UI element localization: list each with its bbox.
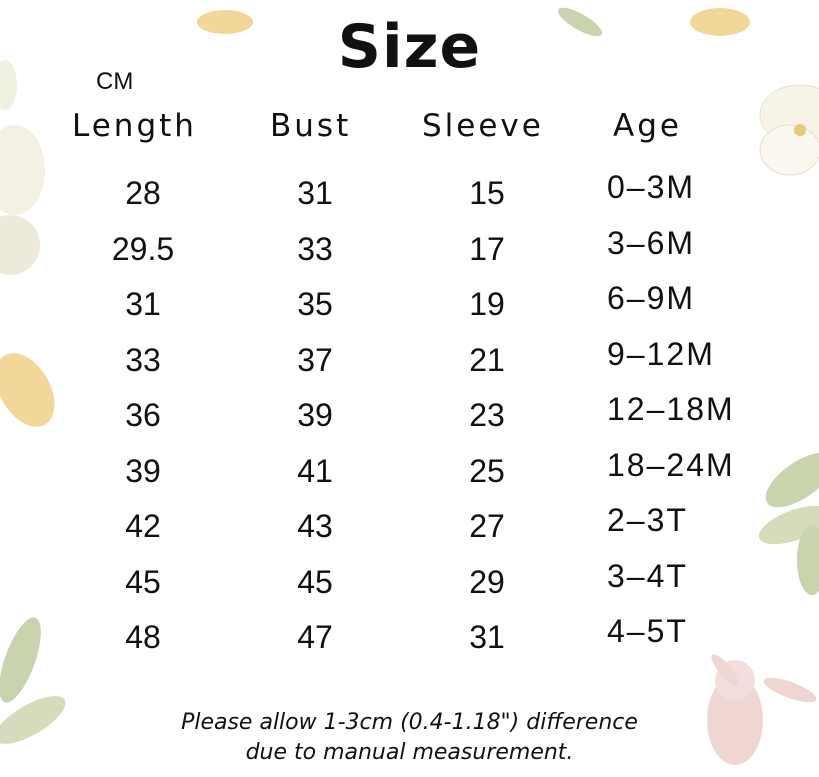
measurement-note: Please allow 1-3cm (0.4-1.18") differenc…	[0, 708, 819, 768]
header-length: Length	[72, 108, 197, 144]
cell-length: 36	[125, 397, 161, 433]
cell-age: 4–5T	[607, 613, 688, 649]
cell-length: 28	[125, 175, 161, 211]
cell-length: 39	[125, 452, 161, 489]
leaves-bottom-left-icon	[0, 617, 66, 744]
cell-sleeve: 23	[469, 397, 505, 433]
cell-sleeve: 31	[469, 619, 505, 655]
cell-age: 3–4T	[607, 557, 688, 594]
cell-bust: 41	[297, 452, 333, 489]
cell-age: 2–3T	[607, 502, 688, 538]
cell-age: 0–3M	[607, 169, 696, 205]
cell-bust: 31	[297, 175, 333, 211]
cell-sleeve: 29	[469, 563, 505, 600]
cell-age: 18–24M	[607, 446, 735, 483]
cell-length: 33	[125, 341, 161, 378]
cell-bust: 45	[297, 563, 333, 600]
page-title: Size	[337, 12, 482, 82]
cell-sleeve: 27	[469, 508, 505, 544]
cell-age: 12–18M	[607, 391, 735, 427]
cell-bust: 35	[297, 286, 333, 322]
bunny-icon	[707, 654, 817, 765]
cell-age: 9–12M	[607, 335, 715, 372]
cell-sleeve: 15	[469, 175, 505, 211]
unit-label: CM	[96, 68, 134, 95]
cell-length: 31	[125, 286, 161, 322]
header-age: Age	[613, 108, 682, 144]
header-sleeve: Sleeve	[422, 108, 544, 144]
cell-bust: 39	[297, 397, 333, 433]
leaves-top-icon	[197, 7, 750, 37]
flower-top-right-icon	[759, 84, 819, 176]
cell-age: 6–9M	[607, 280, 696, 316]
cell-length: 45	[125, 563, 161, 600]
cell-sleeve: 25	[469, 452, 505, 489]
cell-length: 42	[125, 508, 161, 544]
cell-bust: 47	[297, 619, 333, 655]
cell-age: 3–6M	[607, 224, 696, 261]
cell-sleeve: 19	[469, 286, 505, 322]
cell-sleeve: 17	[469, 230, 505, 267]
cell-bust: 37	[297, 341, 333, 378]
petals-left-icon	[0, 60, 55, 427]
cell-bust: 33	[297, 230, 333, 267]
leaves-right-icon	[758, 452, 819, 595]
cell-sleeve: 21	[469, 341, 505, 378]
cell-length: 48	[125, 619, 161, 655]
header-bust: Bust	[270, 108, 352, 144]
note-line-1: Please allow 1-3cm (0.4-1.18") differenc…	[181, 710, 638, 735]
cell-bust: 43	[297, 508, 333, 544]
note-line-2: due to manual measurement.	[245, 740, 574, 765]
cell-length: 29.5	[111, 230, 175, 267]
